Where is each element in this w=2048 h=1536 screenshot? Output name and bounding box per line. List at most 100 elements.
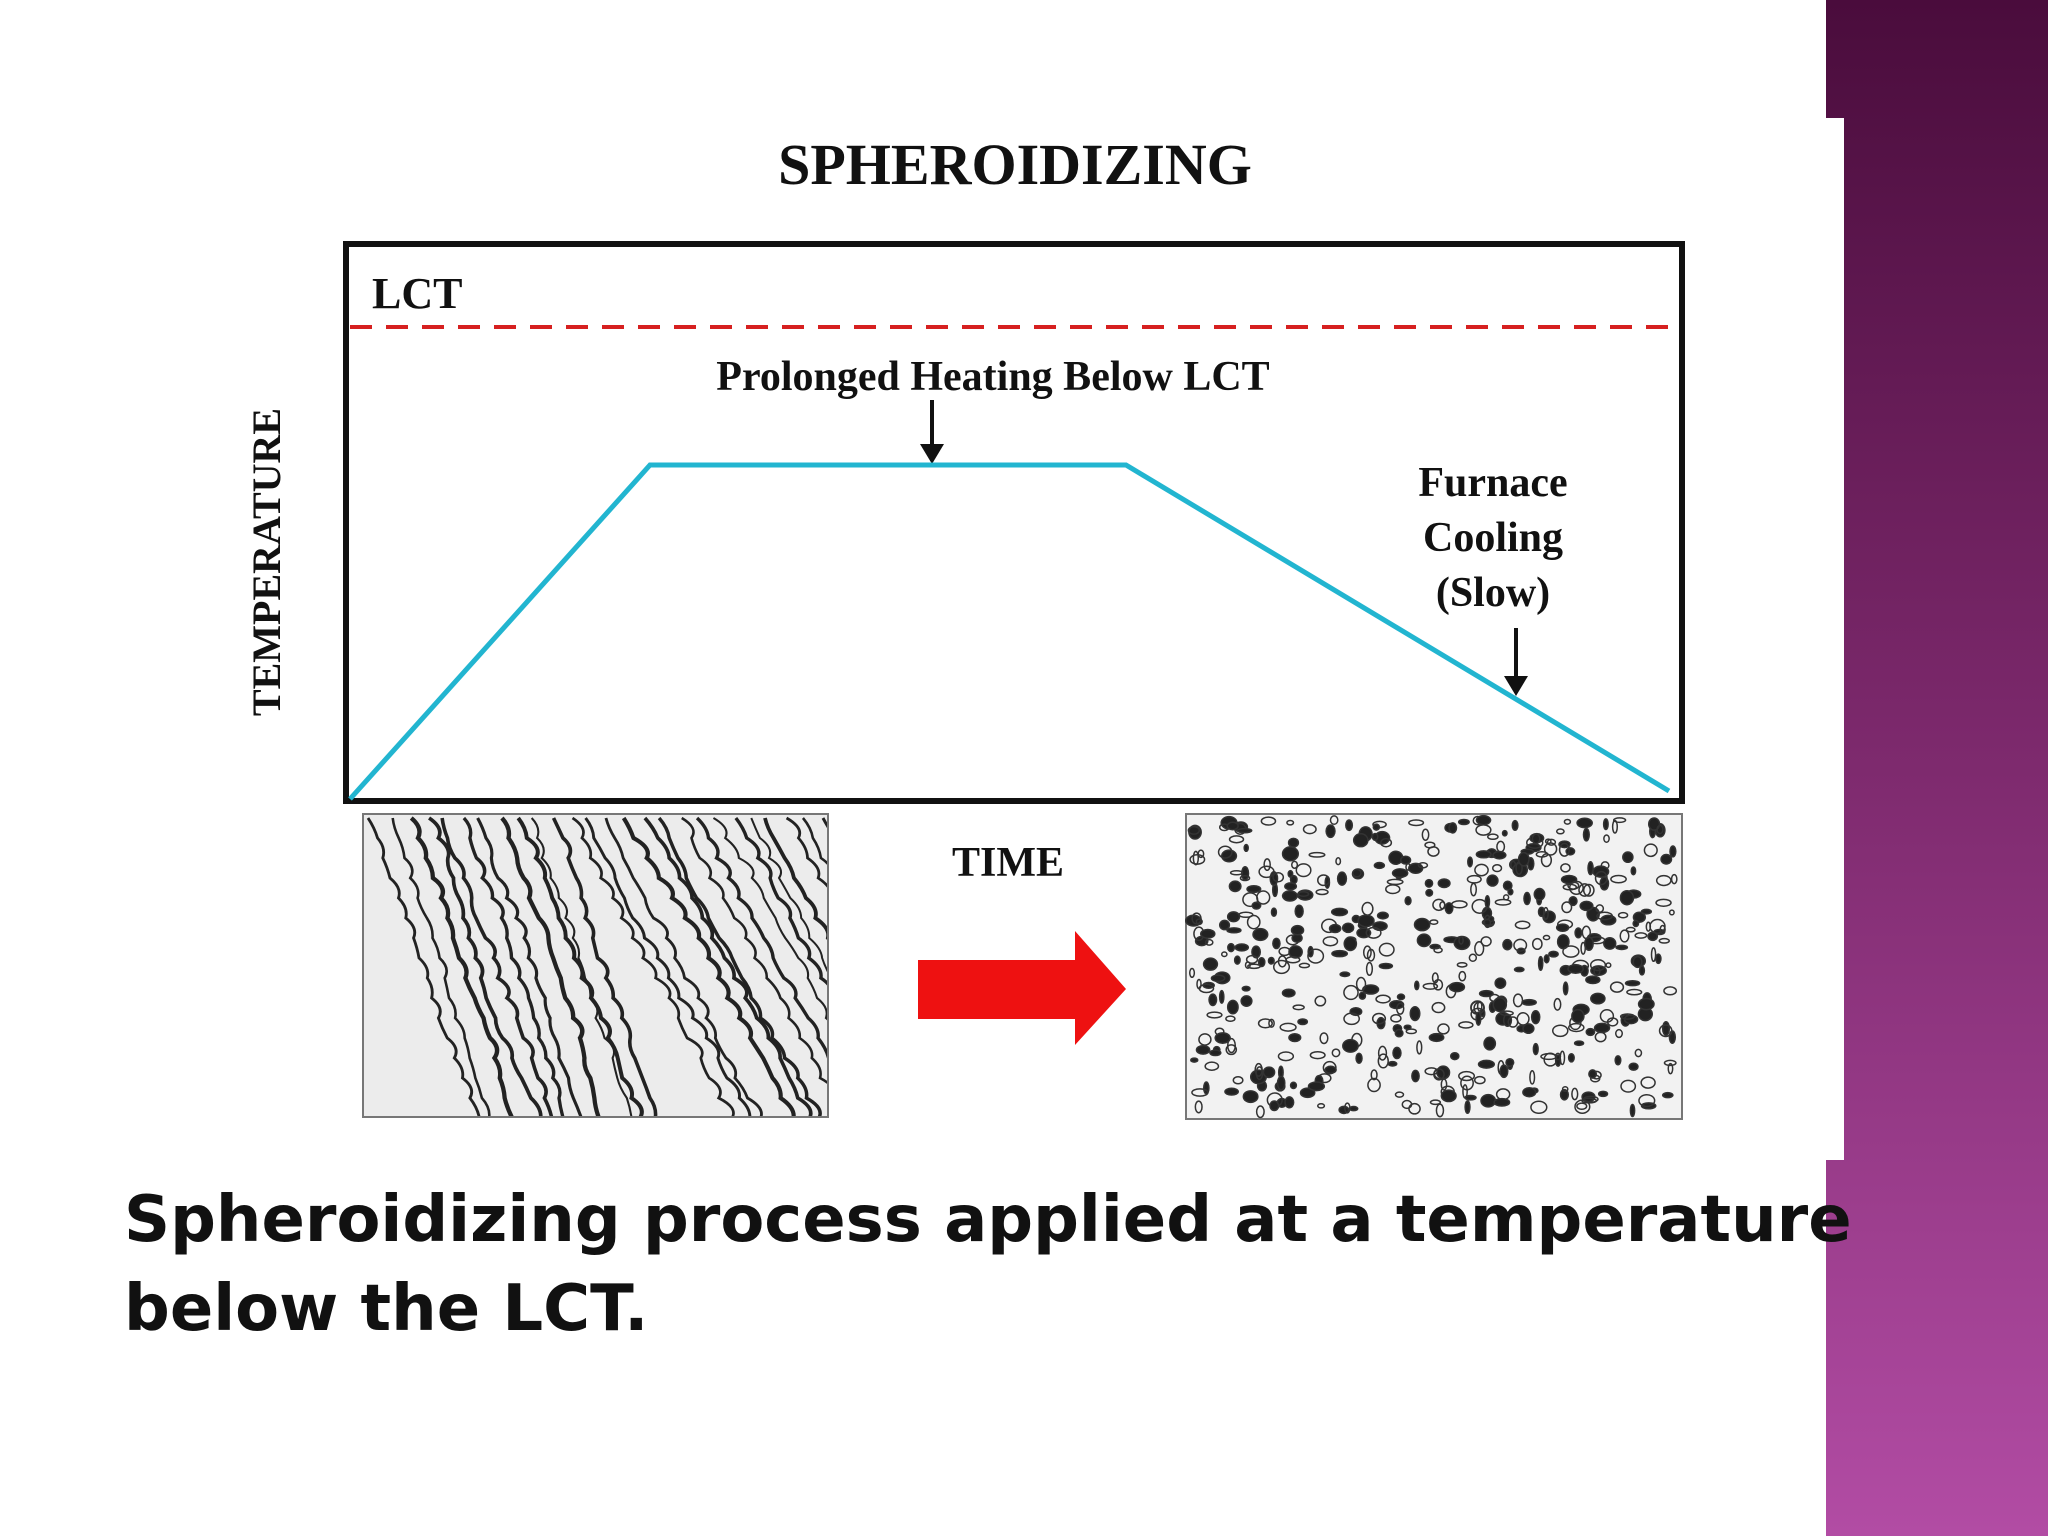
texture [1568,896,1578,907]
texture [1431,1001,1446,1014]
texture [1581,925,1592,940]
texture [1540,853,1553,868]
texture [1513,966,1525,973]
texture [1634,1048,1643,1058]
texture [1272,871,1285,883]
texture [551,817,658,1116]
texture [1297,1018,1309,1026]
texture [1576,817,1593,829]
texture [1667,1062,1674,1075]
texture [1192,850,1200,866]
texture [1464,1094,1477,1101]
texture [1585,1027,1596,1037]
texture [1245,954,1259,965]
texture [1478,989,1494,998]
texture [1335,857,1342,866]
texture [1661,1020,1671,1037]
texture [1611,819,1619,834]
texture [1619,929,1630,943]
texture [1257,957,1266,968]
texture [1530,1100,1548,1115]
texture [1376,911,1389,920]
texture [1268,1018,1275,1028]
texture [1562,981,1569,996]
texture [1365,961,1374,977]
texture [1260,816,1277,826]
texture [1202,957,1219,971]
texture [1540,1052,1558,1061]
texture [1422,982,1439,990]
texture [1603,936,1617,950]
texture [1226,821,1239,831]
texture [1629,1103,1636,1118]
texture [1647,931,1659,942]
texture [1551,1024,1569,1038]
texture [1315,888,1329,896]
caption: Spheroidizing process applied at a tempe… [124,1183,1852,1257]
texture [476,817,583,1116]
texture [1394,1028,1404,1038]
texture [1466,874,1482,884]
texture [1269,1100,1280,1112]
texture [1669,845,1677,858]
texture [1345,819,1354,832]
texture [785,816,827,888]
texture [1660,853,1673,865]
texture [1291,860,1299,870]
texture [1206,1011,1223,1019]
texture [1220,951,1228,958]
texture [1396,1002,1405,1015]
texture [1287,869,1294,878]
texture [1582,827,1590,842]
texture [1602,818,1609,831]
texture [1562,945,1580,958]
texture [1522,1023,1535,1035]
texture [1431,972,1439,984]
texture [1468,953,1478,963]
texture [1656,824,1664,835]
texture [1343,984,1359,1001]
texture [1288,945,1303,959]
texture [1578,883,1592,897]
texture [1252,927,1269,942]
texture [1458,935,1464,945]
texture [1377,1053,1389,1069]
texture [1276,1075,1286,1091]
texture [1227,942,1236,953]
texture [1316,1103,1326,1109]
texture [1331,1048,1341,1058]
texture [1659,924,1666,935]
texture [1474,941,1485,957]
texture [1401,1099,1413,1110]
texture [1555,923,1570,932]
texture [1429,1099,1442,1106]
texture [1339,971,1351,978]
texture [1488,915,1495,923]
texture [1563,818,1572,825]
texture [1493,1097,1511,1107]
texture [1619,1013,1636,1020]
texture [1582,883,1595,897]
texture [1548,950,1559,958]
texture [1486,874,1499,887]
texture [1596,911,1614,921]
texture [1640,908,1653,915]
texture [1210,974,1226,983]
texture [1590,992,1606,1005]
texture [1573,1040,1585,1047]
texture [1543,954,1550,964]
texture [1555,828,1565,835]
texture [1270,907,1278,918]
texture [1362,945,1372,960]
texture [1437,1023,1450,1035]
texture [1567,1052,1575,1063]
texture [1371,1012,1387,1025]
texture [1400,855,1412,865]
texture [1225,1015,1236,1023]
texture [1277,1051,1295,1062]
texture [1394,1091,1405,1098]
texture [1480,936,1492,947]
texture [1424,878,1434,888]
texture [500,816,601,1116]
